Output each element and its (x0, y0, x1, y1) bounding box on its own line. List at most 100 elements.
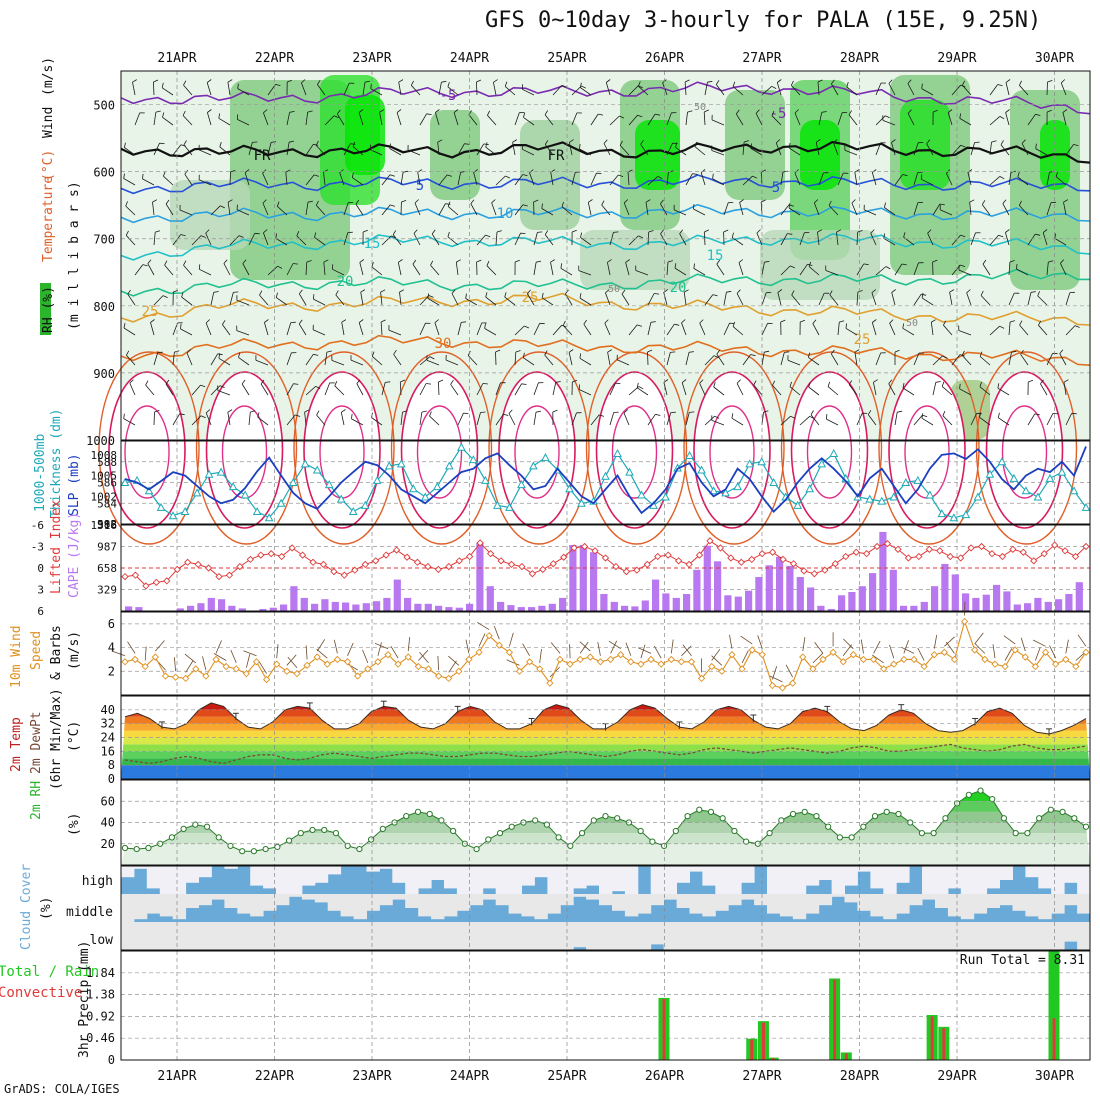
wind-barb (808, 386, 820, 396)
wind-barb-flag (579, 143, 581, 150)
wind-barb (541, 208, 554, 216)
wind-barb-flag (445, 203, 451, 205)
wind-barb (127, 293, 136, 306)
wind-barb-flag (362, 229, 368, 233)
temperature-band (121, 758, 1090, 766)
upper-air-frame (120, 70, 1091, 441)
thickness-marker (901, 477, 911, 486)
wind10m-barb (316, 639, 326, 652)
wind-barb-flag (165, 379, 170, 385)
cloud-clear-cell (767, 922, 781, 950)
dewpoint-line (124, 743, 1087, 765)
precip-convective-legend: Convective (0, 985, 82, 1001)
wind-barb (666, 172, 669, 186)
wind-barb-flag (218, 113, 221, 119)
wind-barb (495, 414, 504, 426)
thickness-tick-label: 582 (97, 518, 117, 531)
wind-barb-flag (413, 229, 418, 234)
precip-tick-label: 1.38 (86, 988, 115, 1002)
wind-barb-flag (848, 380, 853, 385)
wind10m-marker (930, 651, 938, 659)
thickness-marker (144, 486, 154, 495)
rh2m-marker (403, 813, 410, 820)
wind-barb (981, 204, 991, 216)
rh2m-marker (1024, 830, 1031, 837)
wind-barb (207, 112, 212, 126)
wind-barb (681, 382, 687, 396)
cloud-clear-cell (185, 866, 199, 883)
wind-barb-flag (562, 320, 566, 326)
wind-barb (453, 112, 459, 126)
lifted-index-marker (330, 567, 338, 576)
wind-barb (607, 262, 611, 276)
wind-barb (381, 174, 391, 186)
wind-barb (635, 270, 649, 276)
cloud-clear-cell (456, 922, 471, 950)
wind-barb (761, 292, 767, 306)
wind-barb-flag (687, 110, 693, 113)
temperature-band (121, 744, 1090, 752)
wind10m-marker (637, 660, 645, 668)
wind-barb (305, 354, 314, 366)
rh2m-marker (450, 827, 457, 835)
wind10m-marker (566, 660, 574, 668)
surface-heat-dome-outer (488, 351, 590, 545)
wind-barb-flag (966, 289, 971, 294)
cloud-clear-cell (521, 894, 535, 917)
wind-barb (998, 417, 1010, 426)
wind-barb (907, 83, 915, 96)
lifted-index-marker (904, 554, 913, 562)
lifted-index-marker (852, 548, 860, 556)
wind-barb (590, 113, 599, 126)
wind-barb (183, 84, 193, 96)
wind-barb (198, 149, 212, 156)
rh2m-marker (977, 787, 984, 794)
wind-barb (264, 322, 269, 336)
cloud-clear-cell (327, 866, 342, 875)
wind-barb (1019, 205, 1029, 216)
cloud-clear-cell (844, 866, 858, 886)
cloud-clear-cell (624, 922, 639, 950)
cloud-clear-cell (599, 922, 613, 950)
rh2m-marker (344, 842, 351, 849)
cape-bar (259, 609, 267, 611)
wind-barb-flag (829, 290, 833, 296)
wind-barb-flag (358, 319, 364, 323)
rh2m-marker (743, 838, 750, 845)
wind-barb-flag (277, 265, 283, 269)
thickness-legend-label: 1000-500mb (33, 434, 48, 512)
wind-barb (541, 297, 554, 306)
wind-barb-flag (579, 353, 582, 359)
thickness-marker (937, 509, 947, 518)
wind-barb-flag (833, 139, 838, 144)
thickness-marker (817, 459, 827, 468)
wind-barb (703, 111, 706, 126)
wind-barb-flag (739, 199, 744, 203)
wind-barb-flag (358, 109, 364, 113)
wind10m-marker (859, 655, 868, 664)
wind-barb (419, 412, 423, 426)
wind-barb (831, 83, 839, 96)
wind-barb-flag (636, 324, 643, 327)
wind-barb-flag (313, 174, 320, 177)
surface-heat-dome (205, 371, 284, 529)
wind-barb-flag (907, 109, 912, 114)
wind-barb-flag (848, 110, 852, 116)
wind10m-speed-label: Speed (29, 631, 44, 670)
wind10m-barb (944, 636, 955, 647)
wind10m-marker (262, 675, 271, 684)
cape-bar (972, 597, 980, 611)
wind-barb-flag (396, 109, 402, 113)
thickness-marker (1033, 492, 1043, 501)
cape-bar (641, 600, 649, 611)
cape-tick-label: 987 (97, 541, 117, 554)
wind-barb (623, 202, 630, 216)
wind-barb-flag (260, 379, 265, 385)
rh2m-marker (567, 842, 574, 849)
thickness-marker (324, 480, 334, 489)
rh2m-marker (133, 845, 140, 853)
wind-barb-flag (155, 230, 161, 233)
wind-barb-flag (981, 200, 986, 205)
thickness-marker (745, 459, 754, 468)
wind10m-barb (711, 648, 721, 661)
